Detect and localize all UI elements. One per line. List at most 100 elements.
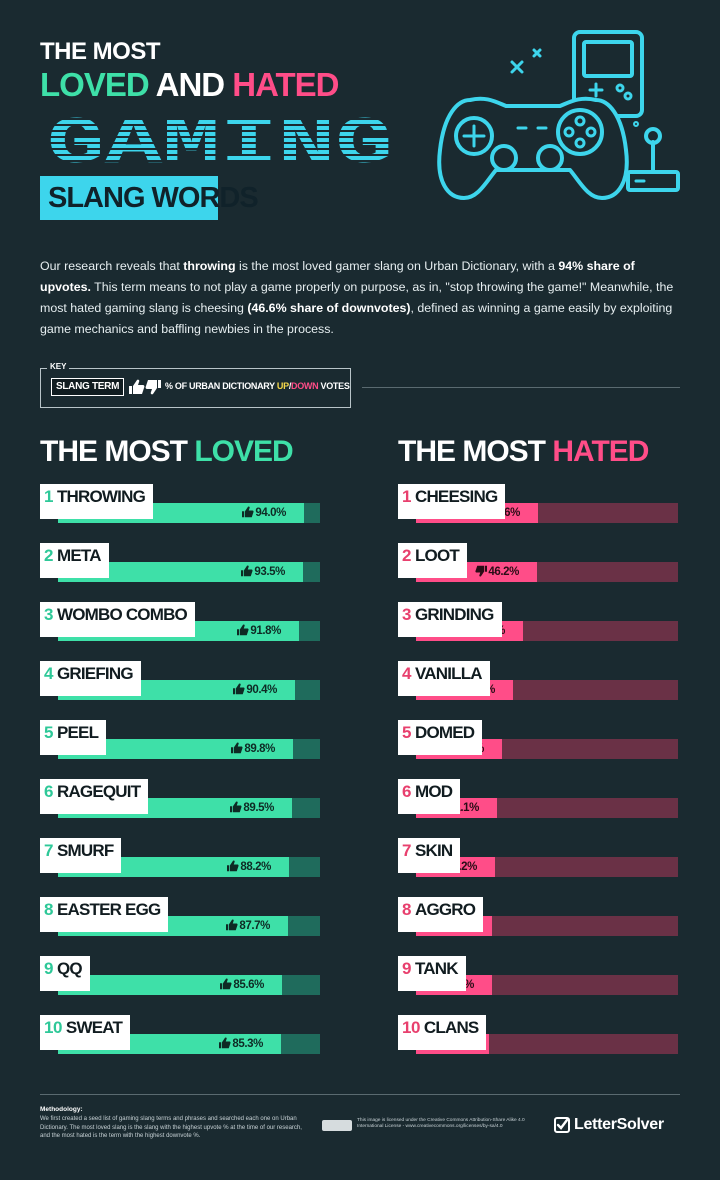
key-desc-suffix: VOTES: [318, 381, 350, 391]
bar-value-text: 91.8%: [250, 625, 281, 637]
bar-value-text: 90.4%: [246, 684, 277, 696]
slang-term-tag: 1 CHEESING: [398, 484, 506, 519]
ranked-item: 94.0% 1 THROWING: [40, 484, 340, 540]
ranked-item: 85.3% 10 SWEAT: [40, 1015, 340, 1071]
methodology-title: Methodology:: [40, 1106, 83, 1113]
slang-term: WOMBO COMBO: [56, 605, 188, 624]
ranked-item: 89.8% 5 PEEL: [40, 720, 340, 776]
bar-value-text: 85.3%: [232, 1038, 263, 1050]
slang-term-tag: 4 VANILLA: [398, 661, 490, 696]
slang-term-tag: 8 EASTER EGG: [40, 897, 169, 932]
slang-words-text: SLANG WORDS: [48, 182, 259, 214]
bar-track: 89.8%: [58, 739, 320, 759]
slang-term: EASTER EGG: [56, 900, 161, 919]
intro-bold-3: (46.6% share of downvotes): [247, 301, 411, 315]
slang-term: TANK: [414, 959, 459, 978]
gaming-word: GAMING: [47, 108, 393, 168]
slang-term: THROWING: [56, 487, 146, 506]
bar-value-text: 94.0%: [255, 507, 286, 519]
intro-text-1: Our research reveals that: [40, 259, 184, 273]
rank-number: 5: [44, 723, 53, 742]
slang-term-tag: 1 THROWING: [40, 484, 153, 519]
slang-term: LOOT: [414, 546, 460, 565]
ranked-item: 30.2% 7 SKIN: [398, 838, 698, 894]
bar-track: 93.5%: [58, 562, 320, 582]
intro-paragraph: Our research reveals that throwing is th…: [40, 256, 680, 340]
rank-number: 4: [44, 664, 53, 683]
bar-value-label: 89.5%: [230, 801, 274, 814]
slang-words-banner: SLANG WORDS: [40, 176, 259, 220]
loved-title-accent: LOVED: [194, 435, 293, 468]
slang-term-tag: 4 GRIEFING: [40, 661, 141, 696]
key-slash: /: [288, 381, 292, 391]
rank-number: 2: [402, 546, 411, 565]
intro-text-4: , defined as winning a game easily by ex…: [40, 301, 673, 336]
bar-value-label: 89.8%: [231, 742, 275, 755]
bar-fill: [58, 739, 293, 759]
bar-value-label: 93.5%: [241, 565, 285, 578]
ranked-item: 93.5% 2 META: [40, 543, 340, 599]
key-label: KEY: [47, 362, 70, 371]
slang-term-tag: 9 TANK: [398, 956, 466, 991]
rank-number: 10: [44, 1018, 62, 1037]
slang-term-tag: 9 QQ: [40, 956, 90, 991]
logo-check-icon: [554, 1117, 570, 1133]
bar-fill: [58, 562, 303, 582]
thumbs-up-icon: [241, 565, 253, 577]
ranked-item: 89.5% 6 RAGEQUIT: [40, 779, 340, 835]
loved-title-prefix: THE MOST: [40, 435, 195, 468]
slang-term: MOD: [414, 782, 453, 801]
bar-value-label: 90.4%: [233, 683, 277, 696]
rank-number: 8: [44, 900, 53, 919]
methodology-text: We first created a seed list of gaming s…: [40, 1116, 302, 1140]
rank-number: 3: [44, 605, 53, 624]
title-line2: LOVED AND HATED: [40, 68, 340, 102]
thumbs-up-icon: [226, 919, 238, 931]
rank-number: 5: [402, 723, 411, 742]
key-description: % OF URBAN DICTIONARY UP/DOWN VOTES: [165, 381, 350, 391]
thumbs-down-icon: [145, 380, 161, 395]
slang-term: META: [56, 546, 101, 565]
cc-license-badge-icon: [322, 1120, 352, 1131]
key-desc-prefix: % OF URBAN DICTIONARY: [165, 381, 277, 391]
hated-title-accent: HATED: [552, 435, 649, 468]
rank-number: 6: [402, 782, 411, 801]
gaming-title: GAMING: [47, 108, 393, 168]
rank-number: 10: [402, 1018, 420, 1037]
bar-value-text: 87.7%: [239, 920, 270, 932]
ranked-item: 85.6% 9 QQ: [40, 956, 340, 1012]
thumbs-down-icon: [475, 565, 488, 577]
slang-term: QQ: [56, 959, 83, 978]
intro-text-2: is the most loved gamer slang on Urban D…: [235, 259, 559, 273]
slang-term-tag: 2 META: [40, 543, 109, 578]
bar-value-text: 46.2%: [488, 566, 519, 578]
logo-text: LetterSolver: [574, 1116, 664, 1133]
slang-term-tag: 2 LOOT: [398, 543, 467, 578]
thumbs-up-icon: [233, 683, 245, 695]
slang-term: PEEL: [56, 723, 99, 742]
ranked-item: 90.4% 4 GRIEFING: [40, 661, 340, 717]
thumbs-up-icon: [129, 379, 145, 394]
rank-number: 7: [44, 841, 53, 860]
ranked-item: 91.8% 3 WOMBO COMBO: [40, 602, 340, 658]
thumbs-up-icon: [237, 624, 249, 636]
key-slang-term: SLANG TERM: [51, 378, 125, 396]
rank-number: 4: [402, 664, 411, 683]
rank-number: 1: [44, 487, 53, 506]
intro-bold-1: throwing: [183, 259, 236, 273]
slang-term-tag: 7 SKIN: [398, 838, 461, 873]
bar-value-text: 89.8%: [244, 743, 275, 755]
slang-term-tag: 7 SMURF: [40, 838, 122, 873]
slang-term: CLANS: [423, 1018, 479, 1037]
intro-bold-2: 94% share of upvotes.: [40, 259, 635, 294]
rank-number: 9: [44, 959, 53, 978]
slang-term-tag: 6 RAGEQUIT: [40, 779, 149, 814]
slang-term-tag: 8 AGGRO: [398, 897, 484, 932]
joystick-icon: [626, 127, 680, 192]
